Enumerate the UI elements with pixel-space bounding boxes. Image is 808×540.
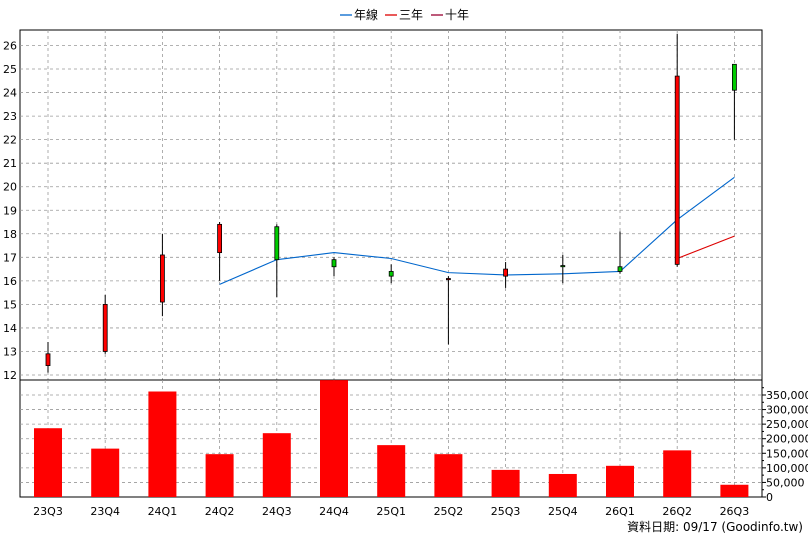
legend-series-2: 三年 <box>399 8 423 22</box>
candle-body <box>503 268 509 277</box>
x-tick-labels: 23Q3 23Q4 24Q1 24Q2 24Q3 24Q4 25Q1 25Q2 25Q3 25Q4… <box>33 505 749 518</box>
price-grid <box>20 30 762 380</box>
price-y-tick: 16 <box>3 275 17 288</box>
candles <box>45 33 737 373</box>
price-panel: 12 13 14 15 16 17 18 19 20 21 22 23 24 25 26 <box>3 29 763 383</box>
volume-bar <box>377 445 406 497</box>
price-y-tick: 15 <box>3 298 17 311</box>
candle-body <box>560 265 566 268</box>
x-tick: 26Q2 <box>662 505 692 518</box>
x-tick: 24Q1 <box>148 505 178 518</box>
volume-y-tick: 350,000 <box>766 389 808 402</box>
price-y-tick: 26 <box>3 40 17 53</box>
volume-bar <box>663 450 692 497</box>
volume-bar <box>491 469 520 497</box>
price-y-tick: 24 <box>3 87 17 100</box>
x-tick: 23Q4 <box>90 505 120 518</box>
x-tick: 26Q1 <box>605 505 635 518</box>
x-tick: 26Q3 <box>720 505 750 518</box>
volume-y-tick: 300,000 <box>766 404 808 417</box>
volume-bar <box>606 465 634 497</box>
candle-body <box>159 254 165 303</box>
price-y-tick: 21 <box>3 157 17 170</box>
moving-average-lines <box>219 176 735 285</box>
x-tick: 25Q2 <box>434 505 464 518</box>
candle-body <box>617 266 623 272</box>
price-y-tick: 18 <box>3 228 17 241</box>
ma-line <box>219 176 735 285</box>
x-tick: 25Q3 <box>491 505 521 518</box>
price-y-tick: 13 <box>3 345 17 358</box>
legend: 年線 三年 十年 <box>340 7 469 22</box>
candle-body <box>388 271 394 277</box>
volume-bars <box>34 380 749 497</box>
x-tick: 25Q1 <box>376 505 406 518</box>
price-y-tick: 19 <box>3 204 17 217</box>
volume-bar <box>148 391 177 497</box>
volume-bar <box>34 428 62 497</box>
price-y-tick: 23 <box>3 110 17 123</box>
price-y-tick: 22 <box>3 134 17 147</box>
price-y-tick: 20 <box>3 181 17 194</box>
volume-bar <box>434 454 463 497</box>
candle-body <box>45 353 51 366</box>
candle-body <box>674 75 680 265</box>
candle-body <box>331 259 337 268</box>
volume-y-tick: 100,000 <box>766 462 808 475</box>
volume-bar <box>720 484 749 497</box>
volume-y-tick: 0 <box>766 491 773 504</box>
candle-body <box>445 278 451 281</box>
x-tick: 24Q4 <box>319 505 349 518</box>
price-y-tick: 17 <box>3 251 17 264</box>
candle-body <box>274 226 280 261</box>
volume-bar <box>91 448 120 497</box>
legend-series-1: 年線 <box>354 7 378 22</box>
volume-y-tick: 150,000 <box>766 447 808 460</box>
candle-body <box>102 303 108 352</box>
price-y-tick: 14 <box>3 322 17 335</box>
legend-series-3: 十年 <box>445 8 469 22</box>
x-tick: 25Q4 <box>548 505 578 518</box>
x-tick: 24Q2 <box>205 505 235 518</box>
price-y-tick-labels: 12 13 14 15 16 17 18 19 20 21 22 23 24 25 26 <box>3 40 17 383</box>
volume-bar <box>320 380 348 497</box>
ma-line <box>676 235 735 260</box>
x-tick: 24Q3 <box>262 505 292 518</box>
price-y-tick: 12 <box>3 369 17 382</box>
volume-y-tick: 200,000 <box>766 433 808 446</box>
volume-bar <box>548 473 577 497</box>
data-source-footer: 資料日期: 09/17 (Goodinfo.tw) <box>627 520 803 534</box>
volume-bar <box>262 433 291 497</box>
volume-y-tick: 50,000 <box>766 476 805 489</box>
volume-bar <box>205 454 234 497</box>
candle-body <box>217 223 223 254</box>
volume-y-tick: 250,000 <box>766 418 808 431</box>
x-tick: 23Q3 <box>33 505 63 518</box>
price-y-tick: 25 <box>3 63 17 76</box>
candle-body <box>732 63 737 91</box>
